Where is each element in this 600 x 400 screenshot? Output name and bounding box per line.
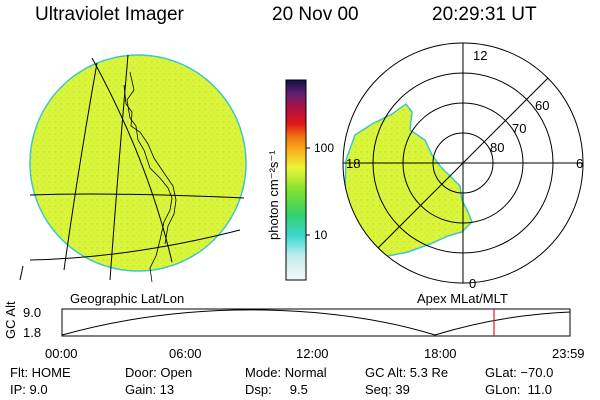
mlt-label-0: 0: [469, 276, 476, 291]
geographic-image: 12 18 6 0 60 70 80 100 10 photon cm⁻²s⁻: [19, 42, 584, 291]
time-tick-0600: 06:00: [169, 346, 202, 361]
mlt-label-12: 12: [473, 48, 487, 63]
alt-tick-1-8: 1.8: [23, 325, 42, 340]
coastline: [123, 71, 177, 283]
alt-tick-9: 9.0: [23, 305, 42, 320]
polar-plot: 12 18 6 0 60 70 80: [342, 42, 584, 291]
lat-label-70: 70: [512, 121, 526, 136]
info-mode: Mode: Normal: [245, 365, 327, 380]
geographic-label: Geographic Lat/Lon: [70, 291, 185, 306]
mlt-label-18: 18: [346, 156, 360, 171]
instrument-title: Ultraviolet Imager: [35, 4, 184, 25]
info-gc-alt: GC Alt: 5.3 Re: [365, 365, 449, 380]
info-glat: GLat: −70.0: [485, 365, 554, 380]
color-bar: 100 10 photon cm⁻²s⁻¹: [266, 79, 334, 281]
lat-label-60: 60: [535, 98, 549, 113]
mlt-label-6: 6: [576, 156, 583, 171]
info-door: Door: Open: [125, 365, 193, 380]
info-seq: Seq: 39: [365, 382, 410, 397]
altitude-curve: [61, 309, 571, 336]
tick-mark: [19, 265, 24, 281]
colorbar-tick-100: 100: [314, 141, 334, 155]
time-tick-1800: 18:00: [424, 346, 457, 361]
info-dsp: Dsp: 9.5: [245, 382, 308, 397]
altitude-plot-frame: [61, 308, 571, 337]
apex-label: Apex MLat/MLT: [417, 291, 508, 306]
colorbar-unit-label: photon cm⁻²s⁻¹: [266, 150, 281, 240]
info-gain: Gain: 13: [125, 382, 175, 397]
earth-disk: [29, 54, 247, 272]
date-label: 20 Nov 00: [272, 4, 359, 25]
time-tick-0000: 00:00: [45, 346, 78, 361]
colorbar-tick-10: 10: [314, 228, 328, 242]
info-ip: IP: 9.0: [10, 382, 48, 397]
info-glon: GLon: 11.0: [485, 382, 552, 397]
time-tick-2359: 23:59: [552, 346, 585, 361]
geographic-grid: [29, 54, 245, 281]
time-label: 20:29:31 UT: [432, 4, 537, 25]
lat-label-80: 80: [490, 140, 504, 155]
polar-grid: [342, 42, 584, 284]
time-tick-1200: 12:00: [296, 346, 329, 361]
info-flt: Flt: HOME: [10, 365, 71, 380]
